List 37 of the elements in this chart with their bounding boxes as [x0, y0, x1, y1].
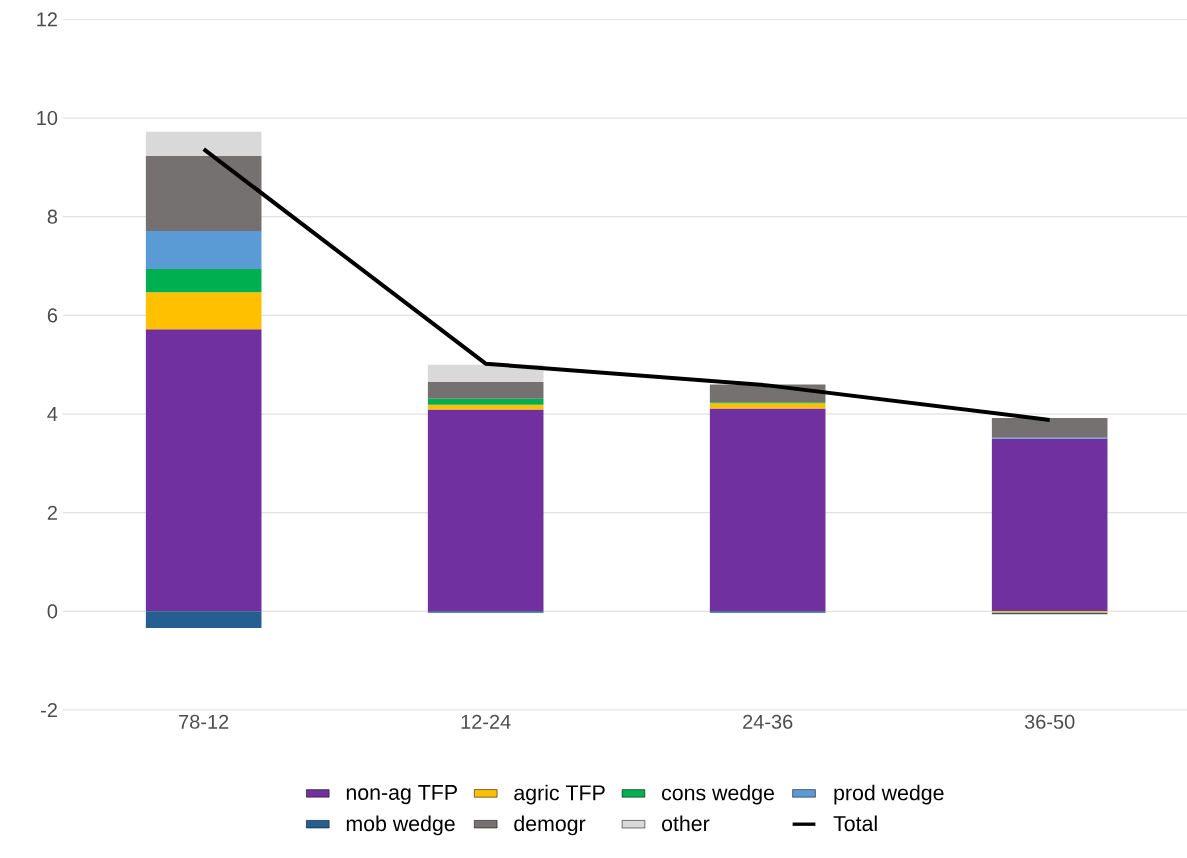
bar	[427, 398, 544, 405]
y-tick-label: 2	[47, 505, 57, 520]
legend-label: demogr	[514, 815, 586, 836]
legend-label: prod wedge	[834, 784, 944, 805]
bar	[145, 611, 262, 629]
bar	[145, 292, 262, 330]
legend-label: Total	[833, 815, 877, 832]
y-tick-label: 12	[37, 12, 57, 27]
y-tick-label: 8	[47, 209, 58, 224]
bar	[427, 381, 544, 399]
legend-label: other	[662, 815, 710, 832]
bar	[427, 409, 544, 612]
bar	[145, 268, 262, 293]
legend-label: mob wedge	[346, 815, 455, 836]
bar	[427, 364, 544, 382]
bar	[991, 417, 1108, 438]
bar	[427, 404, 544, 410]
x-tick-label: 12-24	[461, 714, 511, 729]
x-tick-label: 78-12	[179, 714, 229, 729]
bar	[145, 131, 262, 156]
bar	[709, 403, 826, 409]
legend-label: agric TFP	[514, 784, 605, 805]
line-series	[201, 147, 1052, 422]
bar	[145, 230, 262, 269]
y-tick-label: 6	[47, 308, 58, 323]
legend-label: cons wedge	[662, 784, 774, 805]
y-tick-label: 10	[37, 110, 58, 126]
bar	[145, 329, 262, 612]
bar	[991, 438, 1108, 612]
legend-label: non-ag TFP	[346, 785, 457, 805]
y-tick-label: 4	[47, 407, 58, 421]
bar	[709, 408, 826, 612]
y-tick-label: 0	[47, 604, 58, 619]
y-tick-label: -2	[41, 703, 57, 717]
bar	[145, 155, 262, 231]
x-tick-label: 24-36	[743, 714, 793, 729]
x-tick-label: 36-50	[1024, 714, 1075, 729]
